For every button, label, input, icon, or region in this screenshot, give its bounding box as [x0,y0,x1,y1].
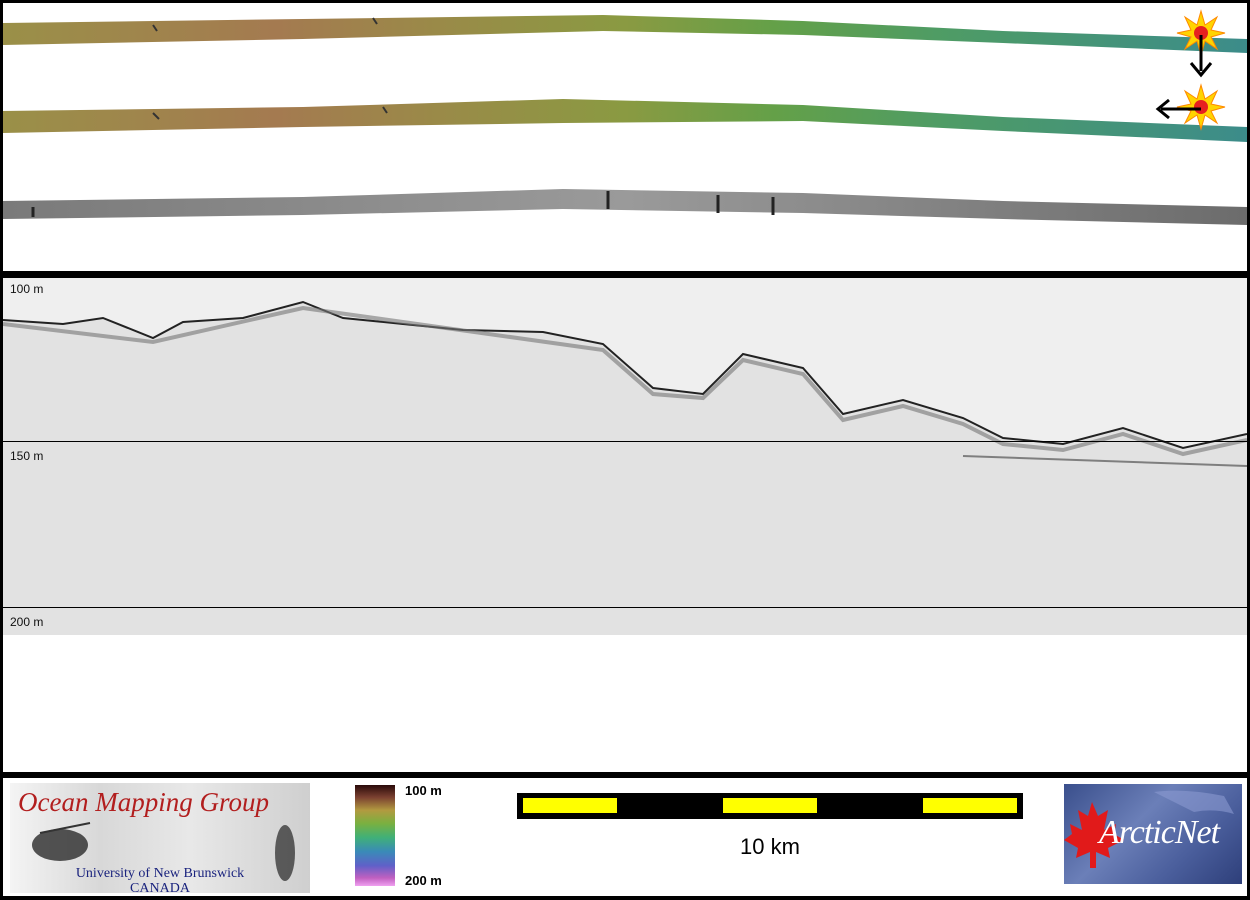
omg-logo-title: Ocean Mapping Group [18,787,269,817]
omg-logo-graphic [32,822,295,881]
maple-leaf-icon [1064,790,1234,868]
bathymetry-strip-upper [3,15,1247,53]
sidescan-strip [3,189,1247,225]
ocean-mapping-group-logo: Ocean Mapping Group University of New Br… [10,783,310,893]
arrow-down-icon [1189,35,1213,78]
depth-label-200: 200 m [10,615,44,629]
echogram-seafloor [3,300,1247,635]
arrow-left-icon [1155,98,1201,120]
bathymetry-strip-lower [3,99,1247,142]
arcticnet-logo-text: ArcticNet [1099,814,1220,851]
scale-bar [517,793,1023,819]
scale-bar-segment [523,798,617,813]
swath-strips [3,9,1247,225]
depth-label-150: 150 m [10,449,44,463]
swath-map-panel [3,3,1247,271]
echogram-panel: 100 m 150 m 200 m [3,278,1247,772]
depth-gridline-200 [3,607,1247,608]
colorbar-bottom-label: 200 m [405,873,442,888]
depth-colorbar [355,785,395,886]
colorbar-top-label: 100 m [405,783,442,798]
sun-icon-lower [1176,83,1226,131]
scale-bar-segment [923,798,1017,813]
depth-label-100: 100 m [10,282,44,296]
omg-logo-line2: CANADA [130,881,190,893]
scale-bar-segment [723,798,817,813]
legend-footer: Ocean Mapping Group University of New Br… [3,778,1247,896]
omg-logo-line1: University of New Brunswick [75,866,245,881]
scale-bar-label: 10 km [740,834,800,859]
arcticnet-logo: ArcticNet [1064,784,1242,884]
depth-gridline-150 [3,441,1247,442]
